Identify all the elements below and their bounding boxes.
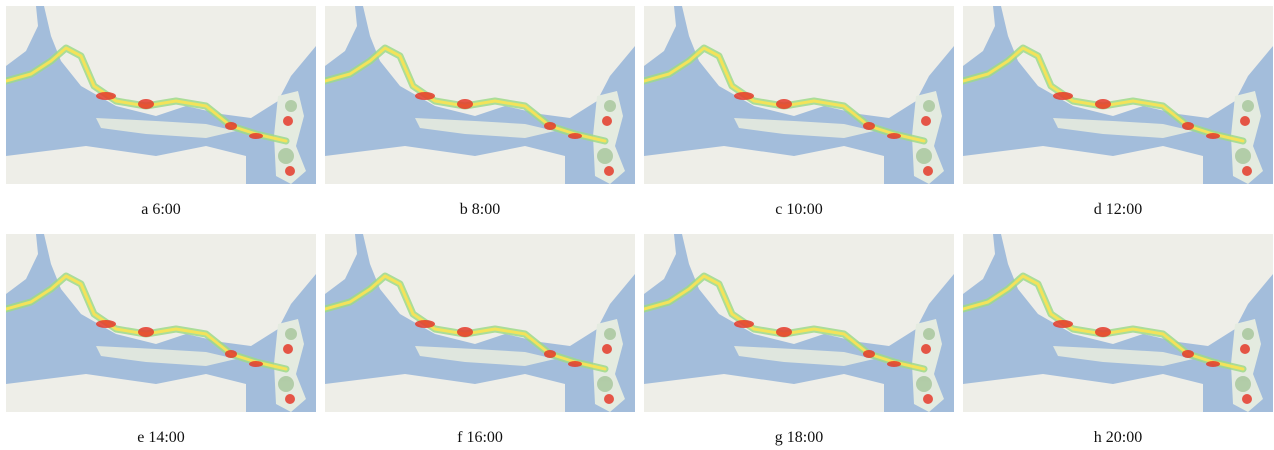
panel-caption: c 10:00 — [644, 201, 954, 219]
panel-caption: g 18:00 — [644, 429, 954, 447]
map-image — [644, 6, 954, 184]
map-image — [325, 6, 635, 184]
map-image — [963, 6, 1273, 184]
panel-caption: a 6:00 — [6, 201, 316, 219]
heatmap-panel — [644, 234, 954, 412]
heatmap-panel — [644, 6, 954, 184]
panel-caption: d 12:00 — [963, 201, 1273, 219]
panel-caption: b 8:00 — [325, 201, 635, 219]
heatmap-panel — [325, 234, 635, 412]
panel-caption: e 14:00 — [6, 429, 316, 447]
map-image — [6, 6, 316, 184]
heatmap-panel — [963, 234, 1273, 412]
panel-caption: f 16:00 — [325, 429, 635, 447]
figure: a 6:00 b 8:00 c 10:00 d 12:00 e 14:00 f 16:00… — [0, 0, 1274, 450]
heatmap-panel — [6, 6, 316, 184]
map-image — [644, 234, 954, 412]
map-image — [963, 234, 1273, 412]
map-image — [6, 234, 316, 412]
heatmap-panel — [325, 6, 635, 184]
heatmap-panel — [6, 234, 316, 412]
panel-caption: h 20:00 — [963, 429, 1273, 447]
heatmap-panel — [963, 6, 1273, 184]
map-image — [325, 234, 635, 412]
